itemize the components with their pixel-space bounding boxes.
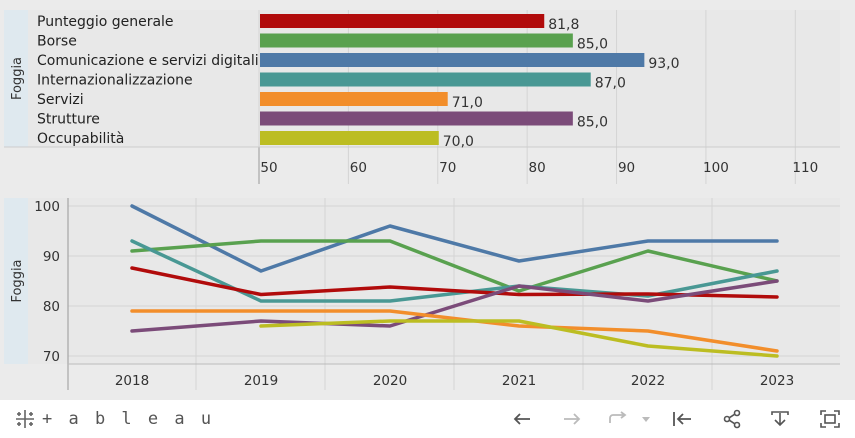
line-row-header-label: Foggia [10,259,25,302]
line-series-6 [130,309,779,353]
caret-down-icon [642,417,650,422]
bar-value-label: 85,0 [577,37,608,53]
bar-category-label: Punteggio generale [37,14,174,30]
line-chart-panel [4,198,840,364]
revert-dropdown[interactable] [636,406,656,432]
line-x-tick-label: 2021 [502,373,536,389]
line-series-4 [130,266,779,299]
bar-row-header-label: Foggia [10,57,25,100]
tableau-logo[interactable]: + a b l e a u [14,408,214,430]
line-series-7 [259,319,779,358]
line-series-2 [130,239,779,293]
share-button[interactable] [718,406,746,432]
bar-x-tick-label: 100 [703,160,729,176]
line-x-tick-label: 2018 [115,373,149,389]
redo-button[interactable] [558,406,586,432]
download-button[interactable] [766,406,794,432]
revert-button[interactable] [604,406,632,432]
fullscreen-icon [820,410,840,428]
bar-category-label: Internazionalizzazione [37,73,193,89]
bar-value-label: 93,0 [648,56,679,72]
bar-value-label: 71,0 [452,95,483,111]
line-x-tick-label: 2020 [373,373,407,389]
bar-x-tick-label: 90 [618,160,635,176]
arrow-right-icon [564,413,581,425]
reset-button[interactable] [668,406,696,432]
bar-category-label: Occupabilità [37,131,124,147]
bar-x-tick-label: 80 [529,160,546,176]
download-icon [771,411,789,427]
line-x-tick-label: 2023 [760,373,794,389]
bar-x-tick-label: 110 [792,160,818,176]
bar-5 [260,92,448,106]
tableau-logo-text: + a b l e a u [42,409,215,429]
line-row-header-bg [4,198,28,364]
share-icon [723,409,741,429]
line-y-tick-label: 70 [43,349,60,365]
bar-1 [260,14,545,28]
bar-x-tick-label: 60 [350,160,367,176]
line-x-tick-label: 2019 [244,373,278,389]
bar-3 [260,53,645,67]
fullscreen-button[interactable] [816,406,844,432]
arrow-left-icon [513,413,530,425]
line-series-5 [130,279,779,333]
line-series-1 [130,204,779,273]
bar-category-label: Strutture [37,112,100,128]
line-y-tick-label: 90 [43,249,60,265]
bar-category-label: Borse [37,34,77,50]
bar-value-label: 87,0 [595,76,626,92]
bar-7 [260,131,439,145]
bar-x-tick-label: 50 [260,160,277,176]
undo-button[interactable] [508,406,536,432]
bar-value-label: 70,0 [443,134,474,150]
tableau-logo-icon [16,410,34,428]
line-x-tick-label: 2022 [631,373,665,389]
bar-4 [260,72,591,87]
bar-x-tick-label: 70 [439,160,456,176]
bar-category-label: Comunicazione e servizi digitali [37,53,259,69]
tableau-toolbar: + a b l e a u [0,400,855,438]
line-y-tick-label: 80 [43,299,60,315]
bar-category-label: Servizi [37,92,84,108]
bar-2 [260,33,573,48]
bar-6 [260,111,573,126]
bar-row-header-bg [4,10,28,147]
revert-arrow-icon [609,411,627,423]
bar-value-label: 81,8 [548,17,579,33]
reset-start-icon [673,412,691,426]
bar-value-label: 85,0 [577,115,608,131]
line-y-tick-label: 100 [34,199,60,215]
